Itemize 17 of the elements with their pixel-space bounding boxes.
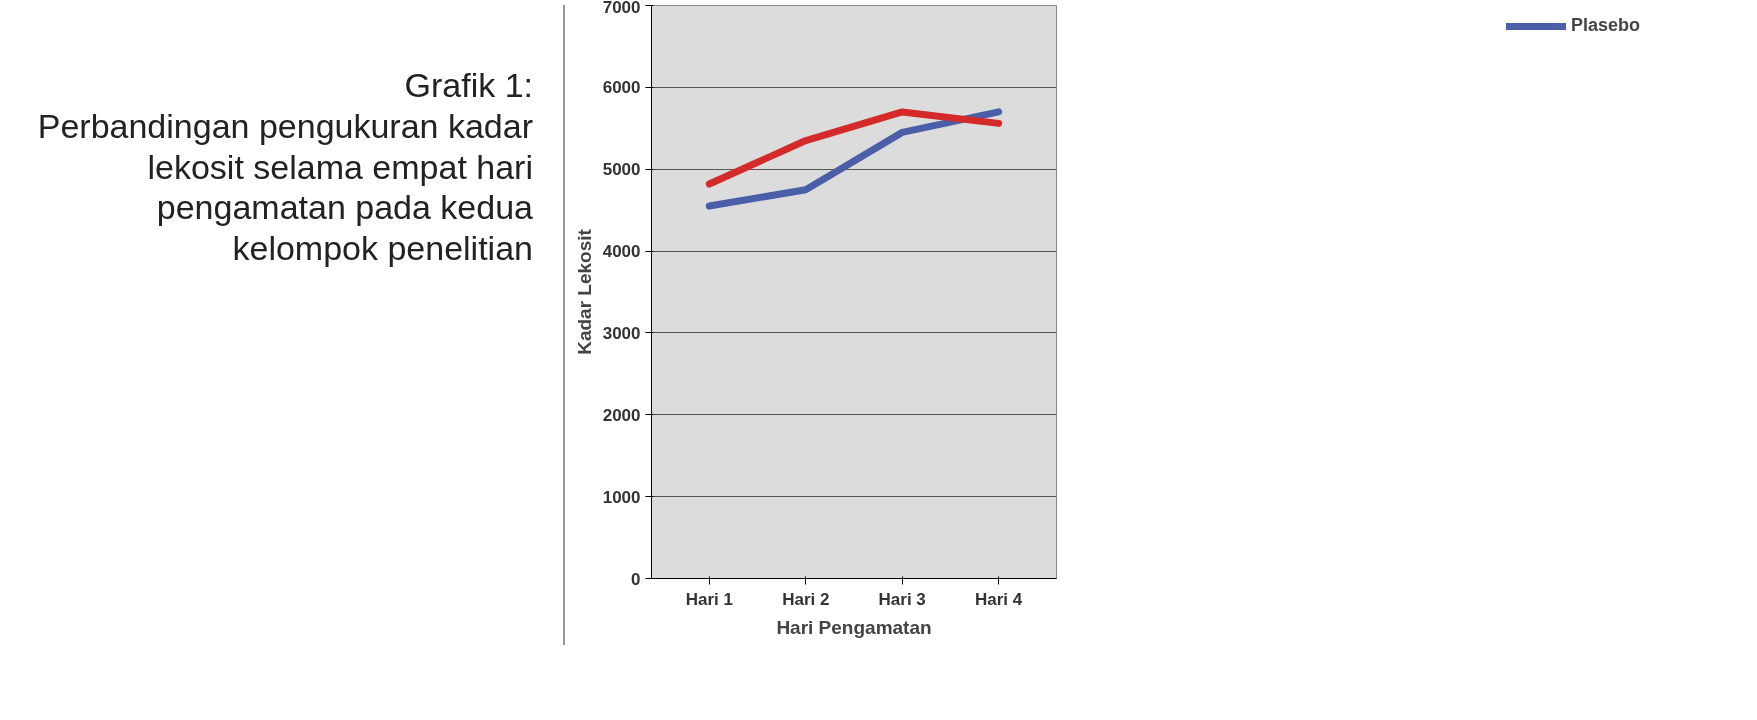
y-tick-label: 1000 [602,487,641,507]
y-tick-label: 3000 [602,323,641,343]
text: Perbandingan pengukuran kadar lekosit selama empat hari pengamatan pada kedua kelompok penelitian [37,106,533,268]
x-tick-label: Hari 2 [782,589,830,609]
x-axis-title: Hari Pengamatan [776,616,932,638]
y-tick-label: 5000 [602,160,641,180]
text: Grafik 1: [404,66,533,104]
y-tick-label: 7000 [602,0,641,17]
legend-label: Plasebo [1570,15,1640,36]
y-tick-label: 2000 [602,405,641,425]
y-axis-title: Kadar Lekosit [573,228,595,355]
y-tick-label: 0 [631,569,641,589]
x-tick-label: Hari 3 [878,589,926,609]
y-tick-label: 6000 [602,78,641,98]
x-tick-label: Hari 1 [685,589,733,609]
y-tick-label: 4000 [602,242,641,262]
x-tick-label: Hari 4 [975,589,1023,609]
